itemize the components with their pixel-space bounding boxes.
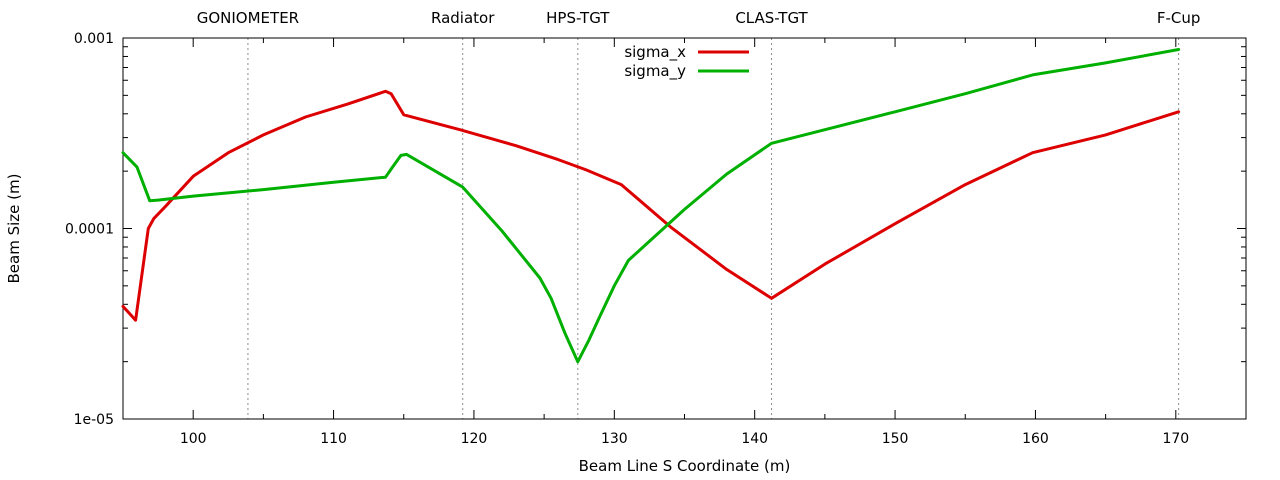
y-tick-label: 0.0001	[65, 222, 114, 238]
legend-label: sigma_x	[624, 43, 686, 62]
x-tick-label: 130	[601, 431, 628, 447]
x-axis-label: Beam Line S Coordinate (m)	[579, 457, 791, 475]
marker-labels: GONIOMETER Radiator HPS-TGT CLAS-TGT F-Cup	[197, 9, 1201, 27]
x-axis-ticks: 100 110 120 130 140 150 160 170	[122, 38, 1247, 447]
x-tick-label: 150	[882, 431, 909, 447]
y-tick-label: 1e-05	[74, 412, 114, 428]
x-tick-label: 170	[1162, 431, 1189, 447]
series-lines	[121, 48, 1181, 364]
x-tick-label: 110	[320, 431, 347, 447]
y-tick-label: 0.001	[74, 31, 114, 47]
legend-label: sigma_y	[624, 62, 686, 81]
plot-frame	[122, 37, 1247, 420]
series-line-sigma-y	[121, 48, 1181, 364]
x-tick-label: 100	[180, 431, 207, 447]
marker-label: CLAS-TGT	[735, 9, 808, 27]
marker-label: GONIOMETER	[197, 9, 299, 27]
x-tick-label: 160	[1022, 431, 1049, 447]
y-axis-label: Beam Size (m)	[5, 174, 23, 284]
y-axis-ticks: 1e-05 0.0001 0.001	[65, 31, 1246, 428]
series-line-sigma-x	[121, 89, 1181, 322]
marker-label: F-Cup	[1157, 9, 1201, 27]
x-tick-label: 140	[741, 431, 768, 447]
marker-label: Radiator	[431, 9, 495, 27]
plot-border	[122, 37, 1247, 420]
marker-label: HPS-TGT	[546, 9, 610, 27]
marker-lines	[247, 38, 1180, 419]
x-tick-label: 120	[461, 431, 488, 447]
